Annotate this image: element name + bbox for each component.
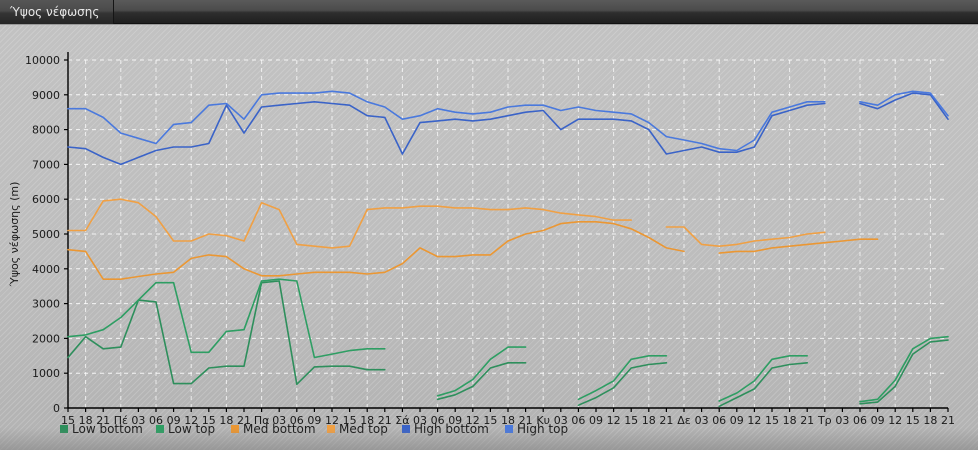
x-tick-label: 03: [131, 414, 145, 427]
x-tick-label: 21: [378, 414, 392, 427]
window-titlebar: Ύψος νέφωσης: [0, 0, 978, 24]
cloud-height-line-chart: 0 1000 2000 3000 4000 5000 6000 7000 8000 9000 100…: [8, 52, 955, 436]
series-med-bottom: [67, 221, 879, 280]
x-tick-label: 12: [184, 414, 198, 427]
series-low-top: [67, 278, 949, 403]
series-low-bottom: [67, 280, 949, 408]
legend-item-med-bottom[interactable]: Med bottom: [231, 422, 316, 436]
x-tick-label: 09: [167, 414, 181, 427]
series-lines: [67, 90, 949, 408]
x-tick-label: Τρ: [817, 414, 832, 427]
x-tick-label: 09: [307, 414, 321, 427]
x-tick-label: 12: [325, 414, 339, 427]
series-high-top: [67, 90, 949, 152]
x-tick-label: 15: [202, 414, 216, 427]
x-tick-label: 21: [941, 414, 955, 427]
x-tick-label: 06: [853, 414, 867, 427]
x-tick-label: 09: [589, 414, 603, 427]
x-tick-label: 12: [747, 414, 761, 427]
legend-label: Low bottom: [72, 422, 143, 436]
legend-label: Med bottom: [243, 422, 316, 436]
y-axis-title-text: Ύψος νέφωσης (m): [8, 182, 21, 288]
y-tick-label: 5000: [32, 228, 60, 241]
x-tick-label: 03: [835, 414, 849, 427]
x-tick-label: 09: [730, 414, 744, 427]
x-tick-label: 03: [554, 414, 568, 427]
y-tick-label: 7000: [32, 158, 60, 171]
x-tick-label: 03: [272, 414, 286, 427]
y-tick-label: 3000: [32, 298, 60, 311]
y-tick-label: 10000: [25, 54, 60, 67]
x-tick-label: 06: [571, 414, 585, 427]
x-tick-label: 15: [765, 414, 779, 427]
x-tick-label: 12: [466, 414, 480, 427]
x-tick-label: 18: [923, 414, 937, 427]
x-tick-label: 18: [219, 414, 233, 427]
x-tick-label: 06: [149, 414, 163, 427]
x-tick-label: 21: [519, 414, 533, 427]
x-tick-label: 12: [607, 414, 621, 427]
x-tick-label: Κυ: [536, 414, 550, 427]
legend-label: High bottom: [414, 422, 489, 436]
x-tick-label: 15: [624, 414, 638, 427]
x-tick-label: 15: [906, 414, 920, 427]
legend-item-med-top[interactable]: Med top: [327, 422, 388, 436]
series-high-bottom: [67, 92, 949, 166]
y-axis-title: Ύψος νέφωσης (m): [8, 182, 21, 288]
x-tick-label: 18: [79, 414, 93, 427]
tab-cloud-height[interactable]: Ύψος νέφωσης: [0, 0, 115, 24]
x-tick-label: 18: [783, 414, 797, 427]
x-tick-label: 18: [642, 414, 656, 427]
x-tick-label: 06: [290, 414, 304, 427]
x-tick-label: 18: [360, 414, 374, 427]
x-tick-label: 03: [413, 414, 427, 427]
x-tick-label: 21: [800, 414, 814, 427]
x-tick-label: Σά: [395, 414, 409, 427]
x-tick-label: 21: [237, 414, 251, 427]
x-tick-label: 09: [448, 414, 462, 427]
legend-item-low-top[interactable]: Low top: [156, 422, 215, 436]
x-axis-ticks: 15 18 21 Πέ 03 06 09 12 15 18 21 Πα 03 06 09 12 15 18 21 Σά…: [61, 408, 955, 427]
legend-item-high-top[interactable]: High top: [505, 422, 568, 436]
x-tick-label: 15: [343, 414, 357, 427]
chart-legend: Low bottom Low top Med bottom Med top High b…: [60, 422, 568, 436]
x-tick-label: 21: [96, 414, 110, 427]
x-tick-label: 06: [712, 414, 726, 427]
x-tick-label: 21: [659, 414, 673, 427]
y-tick-label: 4000: [32, 263, 60, 276]
tab-label: Ύψος νέφωσης: [10, 5, 100, 19]
y-tick-label: 9000: [32, 89, 60, 102]
legend-item-high-bottom[interactable]: High bottom: [402, 422, 489, 436]
x-tick-label: 06: [431, 414, 445, 427]
x-tick-label: Δε: [677, 414, 691, 427]
vertical-grid-lines: [85, 60, 931, 408]
x-tick-label: 15: [483, 414, 497, 427]
x-tick-label: 03: [695, 414, 709, 427]
chart-canvas: 0 1000 2000 3000 4000 5000 6000 7000 8000 9000 100…: [0, 25, 978, 450]
x-tick-label: 15: [61, 414, 75, 427]
y-tick-label: 8000: [32, 124, 60, 137]
y-tick-label: 1000: [32, 367, 60, 380]
series-med-top: [67, 198, 826, 249]
x-tick-label: 09: [871, 414, 885, 427]
y-tick-label: 2000: [32, 332, 60, 345]
legend-item-low-bottom[interactable]: Low bottom: [60, 422, 143, 436]
y-tick-label: 6000: [32, 193, 60, 206]
legend-label: Low top: [168, 422, 215, 436]
y-tick-label: 0: [53, 402, 60, 415]
x-tick-label: 18: [501, 414, 515, 427]
x-tick-label: 12: [888, 414, 902, 427]
legend-label: Med top: [339, 422, 388, 436]
x-tick-label: Πα: [254, 414, 270, 427]
x-tick-label: Πέ: [114, 414, 128, 427]
y-axis-ticks: 0 1000 2000 3000 4000 5000 6000 7000 8000 9000 100…: [25, 54, 68, 415]
legend-label: High top: [517, 422, 568, 436]
